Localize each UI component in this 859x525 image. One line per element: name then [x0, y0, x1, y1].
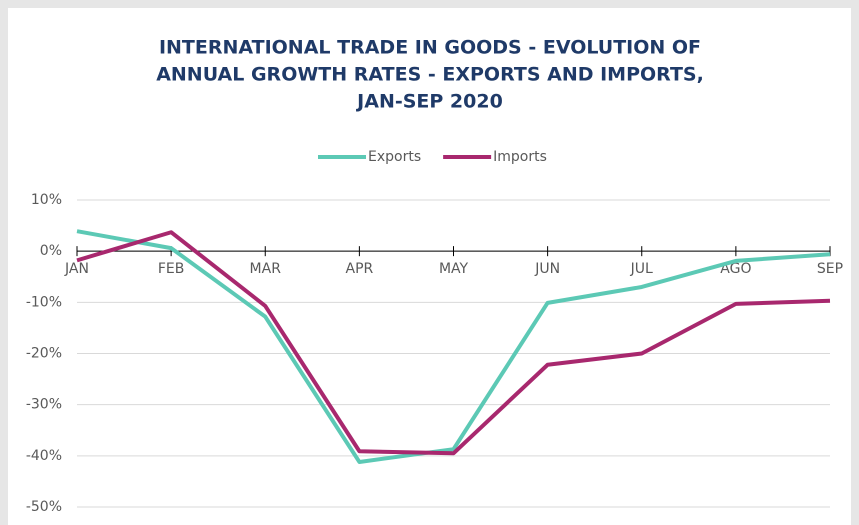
- x-tick-label: SEP: [817, 261, 843, 277]
- x-tick-label: MAY: [439, 261, 469, 277]
- x-tick-label: AGO: [720, 261, 751, 277]
- x-tick-label: APR: [346, 261, 374, 277]
- legend-label: Imports: [493, 149, 547, 165]
- series-line: [76, 229, 831, 464]
- chart-title: INTERNATIONAL TRADE IN GOODS - EVOLUTION…: [159, 37, 701, 59]
- y-tick-label: -40%: [26, 448, 62, 464]
- chart-title: ANNUAL GROWTH RATES - EXPORTS AND IMPORT…: [156, 64, 704, 86]
- y-tick-label: -30%: [26, 397, 62, 413]
- y-tick-label: -50%: [26, 499, 62, 515]
- x-tick-label: JUL: [630, 261, 653, 277]
- y-tick-label: 0%: [40, 243, 62, 259]
- y-tick-label: 10%: [31, 192, 62, 208]
- legend-label: Exports: [368, 149, 421, 165]
- y-tick-label: -20%: [26, 346, 62, 362]
- y-tick-label: -10%: [26, 294, 62, 310]
- x-tick-label: JAN: [64, 261, 89, 277]
- x-tick-label: JUN: [534, 261, 560, 277]
- series-line: [76, 230, 831, 456]
- x-tick-label: FEB: [158, 261, 185, 277]
- chart-title: JAN-SEP 2020: [355, 91, 503, 113]
- x-tick-label: MAR: [250, 261, 282, 277]
